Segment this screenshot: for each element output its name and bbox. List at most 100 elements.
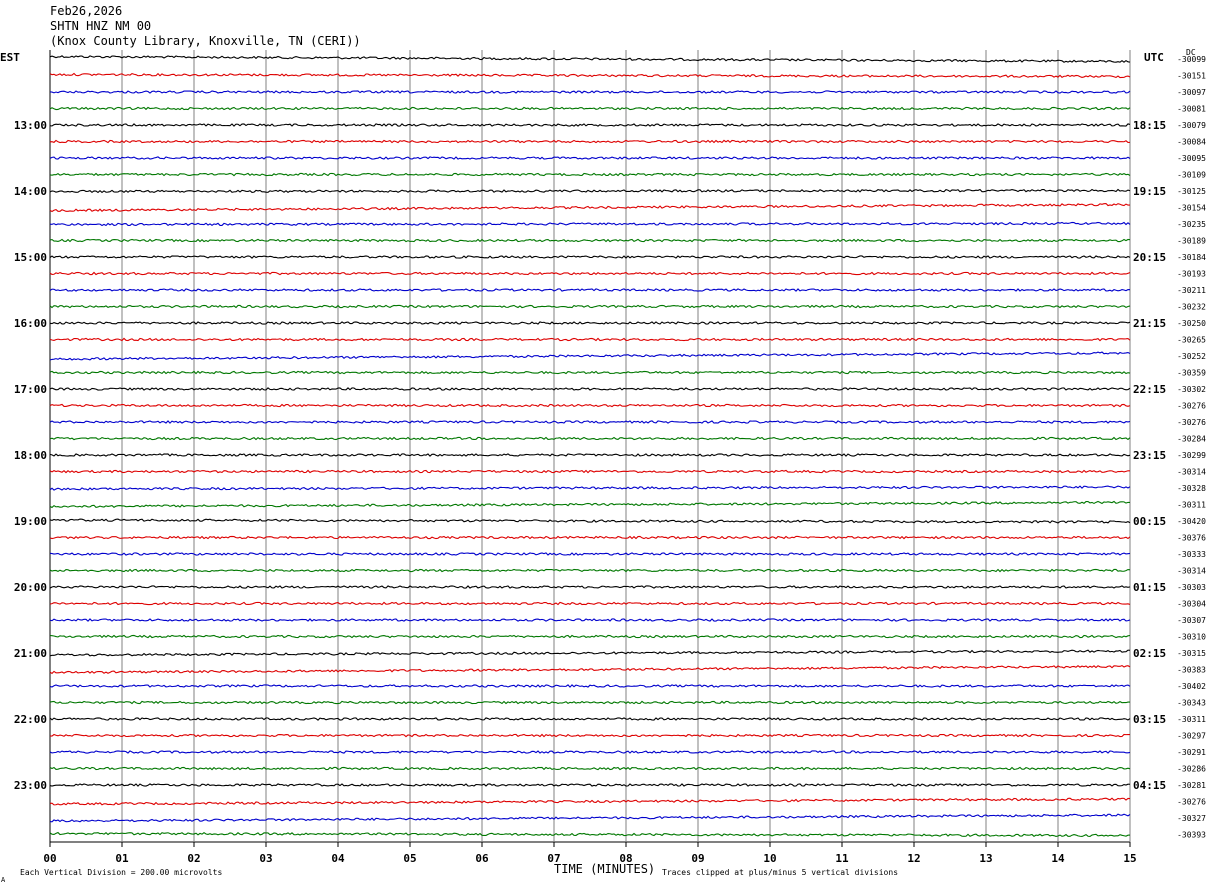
trace-row-18 (49, 351, 1131, 361)
dc-offset-label: -30343 (1177, 699, 1206, 708)
dc-offset-label: -30276 (1177, 402, 1206, 411)
trace-row-34 (49, 618, 1131, 622)
trace-row-7 (49, 172, 1131, 177)
hour-label-right: 01:15 (1133, 581, 1166, 594)
dc-offset-label: -30252 (1177, 352, 1206, 361)
dc-offset-label: -30315 (1177, 649, 1206, 658)
dc-offset-label: -30302 (1177, 385, 1206, 394)
dc-offset-label: -30393 (1177, 831, 1206, 840)
x-tick-label-00: 00 (43, 852, 56, 865)
trace-row-1 (49, 72, 1131, 79)
trace-row-31 (49, 568, 1131, 573)
hour-label-right: 22:15 (1133, 383, 1166, 396)
dc-offset-label: -30211 (1177, 286, 1206, 295)
dc-offset-label: -30311 (1177, 501, 1206, 510)
trace-row-32 (49, 585, 1131, 589)
hour-label-left: 18:00 (14, 449, 47, 462)
trace-row-21 (49, 403, 1131, 408)
minute-gridlines (121, 50, 1131, 842)
hour-label-left: 20:00 (14, 581, 47, 594)
trace-row-4 (49, 123, 1131, 127)
dc-offset-label: -30383 (1177, 666, 1206, 675)
trace-row-47 (49, 831, 1131, 838)
trace-row-25 (49, 469, 1131, 474)
hour-label-left: 13:00 (14, 119, 47, 132)
dc-offset-label: -30359 (1177, 369, 1206, 378)
x-tick-label-11: 11 (835, 852, 849, 865)
dc-offset-label: -30314 (1177, 567, 1206, 576)
vertical-division-note: Each Vertical Division = 200.00 microvol… (20, 868, 222, 877)
dc-offset-label: -30286 (1177, 765, 1206, 774)
trace-row-22 (49, 420, 1131, 424)
hour-label-left: 23:00 (14, 779, 47, 792)
dc-offset-label: -30328 (1177, 484, 1206, 493)
trace-row-12 (49, 255, 1131, 259)
trace-row-39 (49, 700, 1131, 705)
hour-label-right: 03:15 (1133, 713, 1166, 726)
dc-offset-label: -30291 (1177, 748, 1206, 757)
dc-offset-label: -30284 (1177, 435, 1206, 444)
dc-offset-label: -30125 (1177, 187, 1206, 196)
hour-label-right: 04:15 (1133, 779, 1166, 792)
dc-offset-label: -30333 (1177, 550, 1206, 559)
hour-label-left: 16:00 (14, 317, 47, 330)
dc-offset-label: -30311 (1177, 715, 1206, 724)
trace-row-5 (49, 139, 1131, 144)
dc-offset-label: -30184 (1177, 253, 1206, 262)
trace-row-19 (49, 370, 1131, 375)
dc-offset-labels: -30099 -30151 -30097 -30081 -30079 -30084 -300… (1177, 55, 1206, 840)
trace-row-23 (49, 436, 1131, 441)
hour-label-left: 21:00 (14, 647, 47, 660)
hour-label-right: 02:15 (1133, 647, 1166, 660)
trace-row-46 (49, 813, 1131, 823)
station-label: SHTN HNZ NM 00 (50, 19, 151, 33)
trace-row-36 (49, 649, 1131, 657)
trace-row-15 (49, 304, 1131, 309)
x-tick-label-13: 13 (979, 852, 992, 865)
dc-offset-label: -30095 (1177, 154, 1206, 163)
trace-row-14 (49, 288, 1131, 292)
trace-row-28 (49, 518, 1131, 524)
trace-row-30 (49, 552, 1131, 556)
x-tick-label-04: 04 (331, 852, 345, 865)
trace-row-9 (49, 202, 1131, 213)
dc-offset-label: -30304 (1177, 600, 1206, 609)
trace-row-3 (49, 106, 1131, 111)
hour-label-left: 22:00 (14, 713, 47, 726)
x-tick-label-10: 10 (763, 852, 776, 865)
trace-row-44 (49, 783, 1131, 787)
dc-offset-label: -30232 (1177, 303, 1206, 312)
hour-label-right: 19:15 (1133, 185, 1166, 198)
date-label: Feb26,2026 (50, 4, 122, 18)
trace-row-13 (49, 271, 1131, 276)
trace-row-45 (49, 797, 1131, 806)
dc-offset-label: -30402 (1177, 682, 1206, 691)
dc-offset-label: -30265 (1177, 336, 1206, 345)
trace-row-41 (49, 733, 1131, 738)
hour-label-left: 17:00 (14, 383, 47, 396)
x-tick-label-05: 05 (403, 852, 416, 865)
dc-offset-label: -30154 (1177, 204, 1206, 213)
dc-offset-label: -30297 (1177, 732, 1206, 741)
trace-row-40 (49, 717, 1131, 721)
trace-row-29 (49, 535, 1131, 540)
hour-label-left: 14:00 (14, 185, 47, 198)
dc-offset-label: -30079 (1177, 121, 1206, 130)
dc-offset-label: -30235 (1177, 220, 1206, 229)
x-axis-ticks: 00 01 02 03 04 05 06 07 08 09 10 11 12 13 14 15 (43, 842, 1137, 865)
trace-row-26 (49, 485, 1131, 491)
hour-label-left: 19:00 (14, 515, 47, 528)
trace-row-43 (49, 766, 1131, 771)
dc-offset-label: -30303 (1177, 583, 1206, 592)
x-tick-label-01: 01 (115, 852, 129, 865)
trace-row-37 (49, 664, 1131, 675)
seismic-traces (49, 55, 1131, 838)
trace-row-8 (49, 188, 1131, 194)
dc-offset-label: -30099 (1177, 55, 1206, 64)
dc-offset-label: -30327 (1177, 814, 1206, 823)
trace-row-17 (49, 337, 1131, 342)
dc-offset-label: -30376 (1177, 534, 1206, 543)
x-tick-label-14: 14 (1051, 852, 1065, 865)
trace-row-33 (49, 601, 1131, 606)
